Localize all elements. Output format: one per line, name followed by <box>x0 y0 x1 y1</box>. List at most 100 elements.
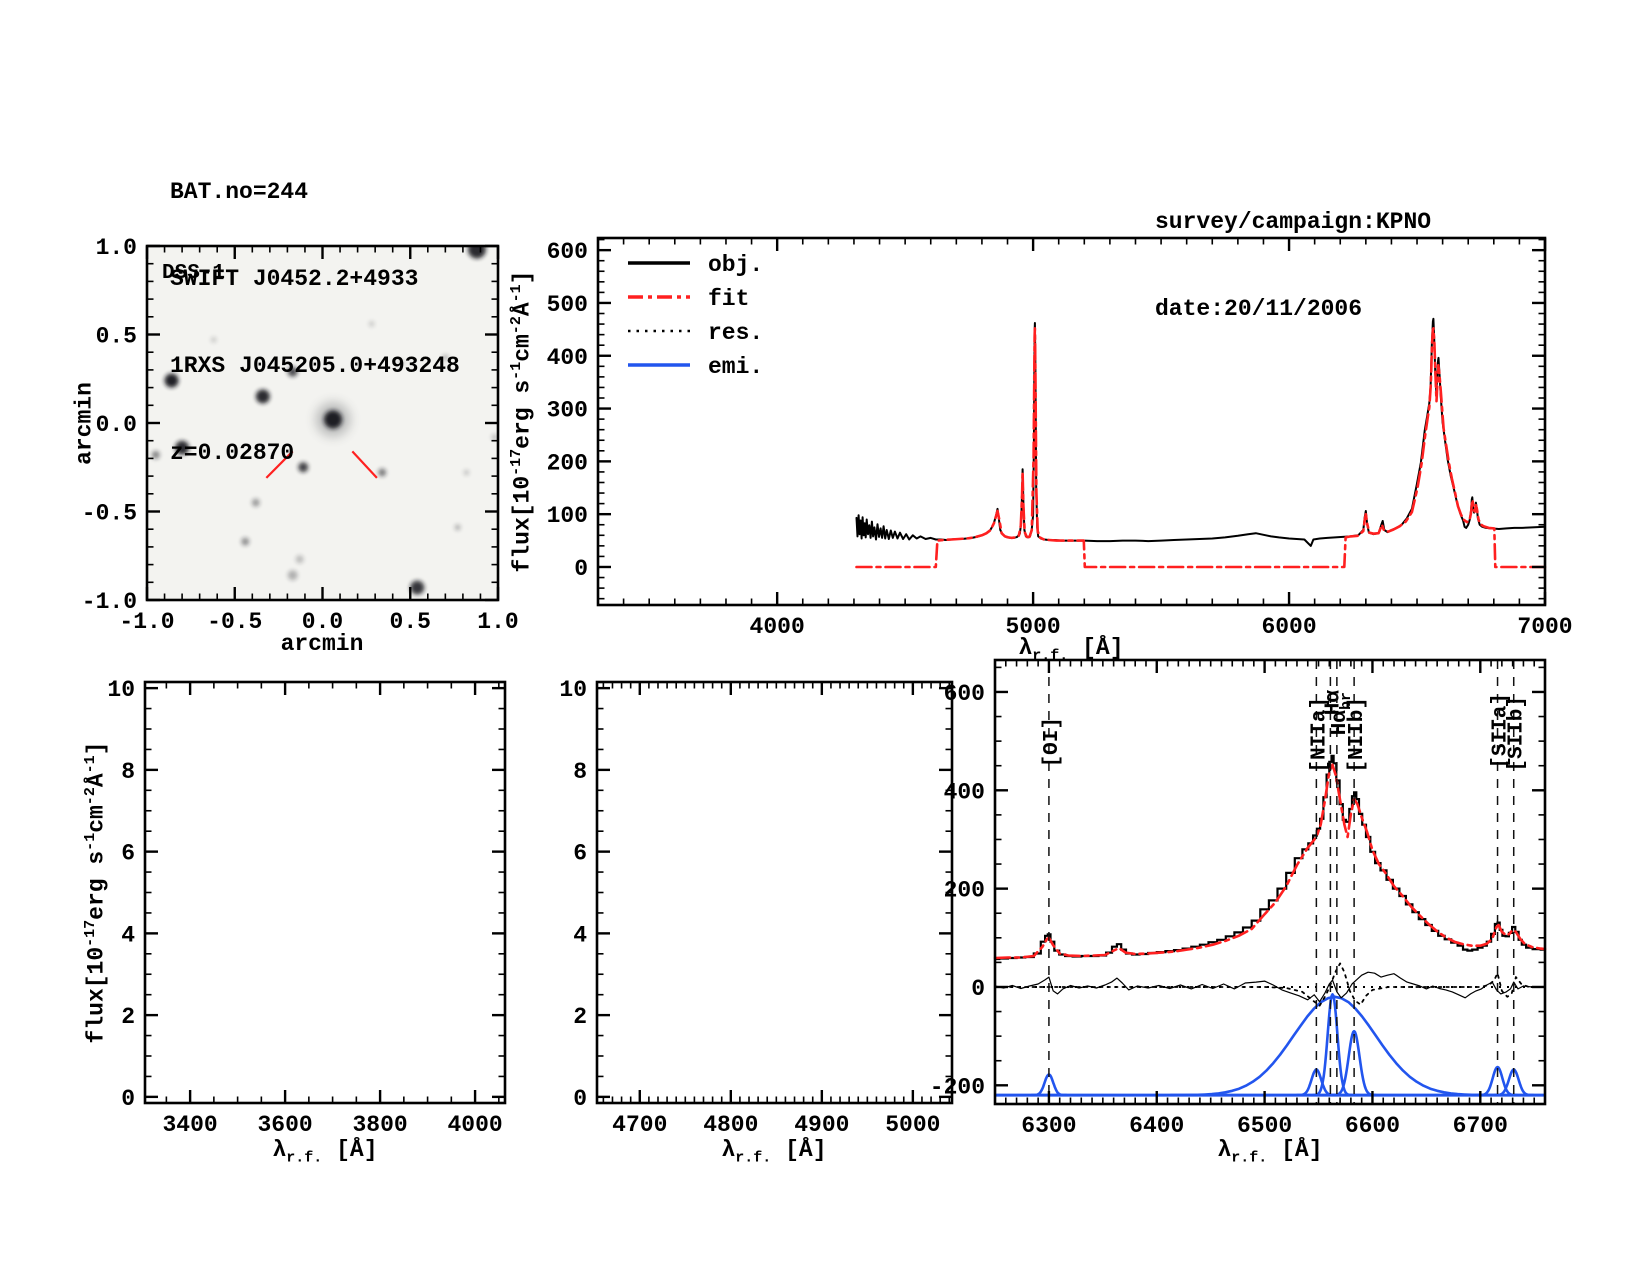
x-tick-label: 0.5 <box>390 609 431 635</box>
legend-label: obj. <box>708 252 763 278</box>
y-tick-label: 8 <box>121 759 135 785</box>
dss-x-axis-label: arcmin <box>280 631 364 657</box>
target-marker-line <box>265 450 294 479</box>
x-tick-label: 3800 <box>352 1112 407 1138</box>
line-marker-label: Hα <box>1322 690 1345 716</box>
residual-curve <box>994 971 1546 1003</box>
y-tick-label: 1.0 <box>96 235 137 261</box>
legend-label: res. <box>708 320 763 346</box>
x-tick-label: 5000 <box>885 1112 940 1138</box>
panel-main: 4000 5000 6000 7000 0 100 200 300 400 500 600 obj. f… <box>547 236 1573 640</box>
dss-y-axis-label: arcmin <box>71 382 98 465</box>
star <box>255 389 270 404</box>
tick-labels: 6300 6400 6500 6600 6700 -200 0 200 400 600 <box>930 681 1508 1139</box>
x-tick-label: 4000 <box>447 1112 502 1138</box>
star <box>463 469 470 476</box>
y-tick-label: 2 <box>121 1004 135 1030</box>
line-marker-label: [NIIb] <box>1346 697 1369 773</box>
star <box>324 410 343 429</box>
panel-bm: 4700 4800 4900 5000 0 2 4 6 8 10 <box>559 677 954 1138</box>
y-tick-label: -200 <box>930 1074 985 1100</box>
x-tick-label: -0.5 <box>207 609 262 635</box>
y-tick-label: 2 <box>573 1004 587 1030</box>
emission-component <box>1169 995 1500 1097</box>
star <box>151 450 160 459</box>
x-tick-label: 6700 <box>1453 1113 1508 1139</box>
x-tick-label: 6400 <box>1129 1113 1184 1139</box>
observation-annotations: survey/campaign:KPNO date:20/11/2006 <box>1155 150 1431 382</box>
y-tick-label: 100 <box>547 503 588 529</box>
line-marker-label: [SIIa] <box>1490 693 1513 769</box>
y-tick-label: 6 <box>121 841 135 867</box>
y-tick-label: 200 <box>547 450 588 476</box>
emission-component <box>1476 1065 1519 1097</box>
y-tick-label: 0.5 <box>96 324 137 350</box>
date-annotation: date:20/11/2006 <box>1155 296 1363 322</box>
star <box>378 468 387 477</box>
y-tick-label: 400 <box>547 345 588 371</box>
star <box>398 359 405 366</box>
x-tick-label: 4900 <box>794 1112 849 1138</box>
panel-dss: DSS-1 -1.0 -0.5 0.0 0.5 1.0 -1.0 -0.5 0.0 0.5 1.0 <box>82 235 519 635</box>
line-marker-label: [NIIa] <box>1308 697 1331 773</box>
line-marker-label: Hαbr <box>1329 692 1355 735</box>
tick-labels: 4000 5000 6000 7000 0 100 200 300 400 500 600 <box>547 239 1573 640</box>
legend: obj. fit res. emi. <box>628 252 763 380</box>
line-marker-label: [SIIb] <box>1506 696 1529 772</box>
x-tick-label: 0.0 <box>302 609 343 635</box>
tick-labels: 4700 4800 4900 5000 0 2 4 6 8 10 <box>559 677 940 1138</box>
y-tick-label: 600 <box>547 239 588 265</box>
target-marker-line <box>351 450 378 479</box>
bl-wavelength-axis-label: λr.f. [Å] <box>272 1137 378 1167</box>
dss-star-field <box>147 246 498 600</box>
plot-frame <box>595 680 954 1105</box>
legend-label: emi. <box>708 354 763 380</box>
axis-ticks <box>597 682 952 1103</box>
x-tick-label: 4800 <box>703 1112 758 1138</box>
x-tick-label: 4000 <box>750 614 805 640</box>
y-tick-label: 10 <box>559 677 587 703</box>
star <box>295 555 304 564</box>
star <box>298 462 309 473</box>
star <box>210 336 217 343</box>
legend-label: fit <box>708 286 749 312</box>
x-tick-label: 7000 <box>1517 614 1572 640</box>
axis-ticks <box>145 682 505 1103</box>
survey-annotation: survey/campaign:KPNO <box>1155 209 1432 235</box>
y-tick-label: 0 <box>574 556 588 582</box>
y-tick-label: 600 <box>944 681 985 707</box>
star <box>491 434 498 441</box>
object-header: BAT.no=244 SWIFT J0452.2+4933 1RXS J0452… <box>170 120 460 526</box>
plot-frame <box>596 236 1547 607</box>
tick-labels: -1.0 -0.5 0.0 0.5 1.0 -1.0 -0.5 0.0 0.5 1.0 <box>82 235 519 635</box>
axis-ticks <box>145 244 500 602</box>
br-curves <box>993 754 1547 1097</box>
target-marker-lines <box>265 450 378 479</box>
bottom-flux-axis-label: flux[10-17erg s-1cm-2Å-1] <box>81 741 110 1044</box>
star <box>368 320 375 327</box>
y-tick-label: 4 <box>121 922 135 948</box>
x-tick-label: 5000 <box>1005 614 1060 640</box>
star <box>287 366 298 377</box>
y-tick-label: 4 <box>573 922 587 948</box>
emission-component <box>1311 993 1354 1097</box>
main-wavelength-axis-label: λr.f. [Å] <box>1018 635 1124 665</box>
star <box>251 498 260 507</box>
axis-ticks <box>994 660 1546 1104</box>
emission-component <box>1331 1029 1377 1097</box>
x-tick-label: 3400 <box>163 1112 218 1138</box>
header-line-bat: BAT.no=244 <box>170 179 309 205</box>
x-tick-label: 3600 <box>257 1112 312 1138</box>
fit-curve <box>855 327 1547 569</box>
header-line-redshift: z=0.02870 <box>170 440 295 466</box>
x-tick-label: -1.0 <box>119 609 174 635</box>
star <box>454 524 461 531</box>
y-tick-label: -0.5 <box>82 501 137 527</box>
br-wavelength-axis-label: λr.f. [Å] <box>1217 1137 1323 1167</box>
star <box>164 373 179 388</box>
y-tick-label: 400 <box>944 779 985 805</box>
star <box>287 570 298 581</box>
